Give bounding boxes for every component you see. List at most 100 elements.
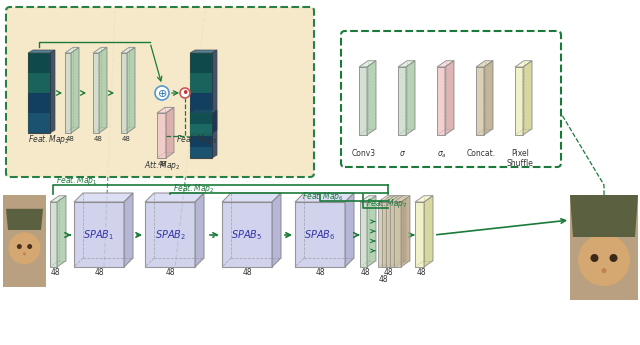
Text: Concat.: Concat. xyxy=(467,149,495,158)
Polygon shape xyxy=(50,202,57,267)
Polygon shape xyxy=(190,110,217,113)
Polygon shape xyxy=(415,196,433,202)
Polygon shape xyxy=(212,50,217,133)
Polygon shape xyxy=(360,202,367,267)
Text: $\oplus$: $\oplus$ xyxy=(157,88,167,99)
Polygon shape xyxy=(390,196,406,202)
Polygon shape xyxy=(382,202,389,267)
Text: $SPAB_5$: $SPAB_5$ xyxy=(232,228,262,242)
Polygon shape xyxy=(6,209,43,230)
Circle shape xyxy=(180,88,190,98)
Circle shape xyxy=(578,234,630,286)
Polygon shape xyxy=(445,61,454,135)
Polygon shape xyxy=(393,196,402,267)
Polygon shape xyxy=(190,113,212,133)
Text: $Att.Map_2$: $Att.Map_2$ xyxy=(144,159,180,172)
Polygon shape xyxy=(222,202,272,267)
Polygon shape xyxy=(157,113,166,158)
Text: 48: 48 xyxy=(378,275,388,284)
Text: 48: 48 xyxy=(94,268,104,277)
Polygon shape xyxy=(570,195,638,237)
Polygon shape xyxy=(190,73,212,93)
Polygon shape xyxy=(401,196,410,267)
Circle shape xyxy=(8,233,40,264)
Polygon shape xyxy=(28,53,50,73)
Text: 48: 48 xyxy=(93,136,102,142)
Text: $\sigma_a$: $\sigma_a$ xyxy=(437,149,447,159)
Polygon shape xyxy=(359,67,367,135)
Polygon shape xyxy=(74,193,133,202)
Polygon shape xyxy=(345,193,354,267)
Text: 48: 48 xyxy=(50,268,60,277)
Polygon shape xyxy=(367,196,376,267)
Polygon shape xyxy=(389,196,398,267)
Polygon shape xyxy=(378,202,385,267)
Polygon shape xyxy=(382,196,398,202)
Text: $Feat.Map_3$: $Feat.Map_3$ xyxy=(176,133,218,146)
Text: 48: 48 xyxy=(157,161,166,167)
Polygon shape xyxy=(121,53,127,133)
Polygon shape xyxy=(190,124,212,136)
Polygon shape xyxy=(212,110,217,158)
Circle shape xyxy=(602,268,607,273)
Text: $SPAB_1$: $SPAB_1$ xyxy=(83,228,115,242)
Polygon shape xyxy=(190,53,212,73)
Circle shape xyxy=(591,254,598,262)
Polygon shape xyxy=(145,193,204,202)
Polygon shape xyxy=(476,67,484,135)
Text: 48: 48 xyxy=(122,136,131,142)
Text: $Feat.Map_2$: $Feat.Map_2$ xyxy=(173,182,214,195)
Polygon shape xyxy=(385,196,394,267)
Polygon shape xyxy=(71,47,79,133)
Polygon shape xyxy=(390,202,397,267)
Polygon shape xyxy=(424,196,433,267)
Text: 48: 48 xyxy=(242,268,252,277)
Bar xyxy=(3,195,46,287)
Polygon shape xyxy=(515,67,523,135)
Polygon shape xyxy=(415,202,424,267)
Text: $\sigma$: $\sigma$ xyxy=(399,149,406,158)
FancyBboxPatch shape xyxy=(6,7,314,177)
Polygon shape xyxy=(295,193,354,202)
Polygon shape xyxy=(127,47,135,133)
Polygon shape xyxy=(28,73,50,93)
Polygon shape xyxy=(65,47,79,53)
Polygon shape xyxy=(190,113,212,124)
Polygon shape xyxy=(378,196,394,202)
Text: Pixel
Shuffle: Pixel Shuffle xyxy=(507,149,533,168)
Text: $SPAB_2$: $SPAB_2$ xyxy=(154,228,186,242)
Text: $SPAB_6$: $SPAB_6$ xyxy=(305,228,335,242)
Polygon shape xyxy=(386,202,393,267)
Polygon shape xyxy=(190,147,212,158)
Polygon shape xyxy=(398,61,415,67)
Circle shape xyxy=(17,244,22,249)
Text: 48: 48 xyxy=(165,268,175,277)
Polygon shape xyxy=(476,61,493,67)
Text: 48: 48 xyxy=(383,268,393,277)
Polygon shape xyxy=(50,196,66,202)
Polygon shape xyxy=(367,61,376,135)
Text: $Feat.Map_7$: $Feat.Map_7$ xyxy=(366,197,408,210)
Polygon shape xyxy=(28,50,55,53)
Polygon shape xyxy=(93,47,107,53)
Polygon shape xyxy=(195,193,204,267)
Circle shape xyxy=(155,86,169,100)
Polygon shape xyxy=(437,61,454,67)
Circle shape xyxy=(609,254,618,262)
Polygon shape xyxy=(28,53,50,133)
Polygon shape xyxy=(57,196,66,267)
Polygon shape xyxy=(28,113,50,133)
Text: 48: 48 xyxy=(360,268,370,277)
Polygon shape xyxy=(397,196,406,267)
Text: 48: 48 xyxy=(416,268,426,277)
Polygon shape xyxy=(65,53,71,133)
Text: $Feat.Map_1$: $Feat.Map_1$ xyxy=(56,174,98,187)
Polygon shape xyxy=(166,107,174,158)
Circle shape xyxy=(27,244,32,249)
Text: $Feat.Map_2$: $Feat.Map_2$ xyxy=(28,133,70,146)
Polygon shape xyxy=(272,193,281,267)
Polygon shape xyxy=(523,61,532,135)
Polygon shape xyxy=(360,196,376,202)
Polygon shape xyxy=(190,93,212,113)
Text: •: • xyxy=(181,87,189,99)
